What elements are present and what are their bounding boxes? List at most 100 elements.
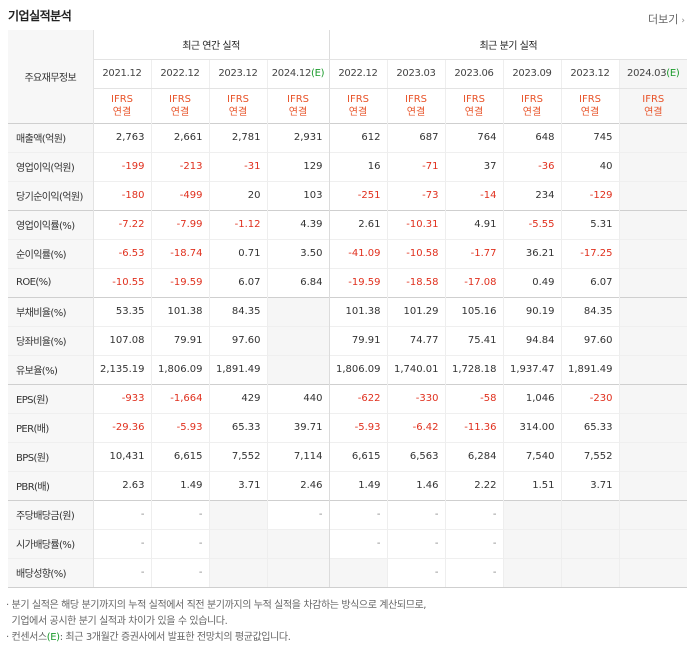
- period-header: 2023.12: [560, 59, 619, 89]
- table-cell: 1.49: [150, 470, 209, 500]
- table-cell: [618, 470, 688, 500]
- table-cell: 612: [328, 122, 387, 152]
- period-label: 2023.12: [570, 68, 610, 79]
- table-row: 영업이익률(%) -7.22 -7.99 -1.12 4.39 2.61 -10.31 4.9…: [8, 209, 688, 239]
- table-cell: 687: [386, 122, 445, 152]
- table-cell: [618, 122, 688, 152]
- group-quarterly: 최근 분기 실적: [328, 30, 688, 60]
- table-cell: -: [328, 528, 387, 558]
- table-cell: [266, 354, 329, 384]
- table-cell: 65.33: [208, 412, 267, 442]
- table-cell: [618, 238, 688, 268]
- ifrs-label: IFRS: [521, 93, 543, 105]
- ifrs-badge: IFRS 연결: [444, 88, 503, 123]
- ifrs-label: IFRS: [642, 93, 665, 105]
- table-cell: 97.60: [208, 325, 267, 355]
- table-cell: 20: [208, 180, 267, 210]
- table-cell: [618, 180, 688, 210]
- period-label: 2021.12: [102, 68, 142, 79]
- table-cell: 6,284: [444, 441, 503, 471]
- ifrs-badge: IFRS 연결: [93, 88, 151, 123]
- ifrs-label: IFRS: [463, 93, 485, 105]
- table-cell: 2,781: [208, 122, 267, 152]
- chevron-right-icon: ›: [681, 16, 685, 26]
- label-header: 주요재무정보: [8, 30, 94, 123]
- table-cell: 79.91: [150, 325, 209, 355]
- table-row: 부채비율(%) 53.35 101.38 84.35 101.38 101.29 105.1…: [8, 296, 688, 326]
- consolidated-label: 연결: [348, 106, 368, 118]
- table-cell: -5.55: [502, 209, 561, 239]
- table-cell: [618, 441, 688, 471]
- table-cell: 84.35: [560, 296, 619, 326]
- table-cell: -: [328, 499, 387, 529]
- table-cell: 234: [502, 180, 561, 210]
- table-cell: 97.60: [560, 325, 619, 355]
- table-cell: [618, 528, 688, 558]
- table-row: PER(배) -29.36 -5.93 65.33 39.71 -5.93 -6.42 -11…: [8, 412, 688, 442]
- table-cell: -1.77: [444, 238, 503, 268]
- table-row: 시가배당률(%) - - - - -: [8, 528, 688, 558]
- table-cell: [618, 267, 688, 297]
- table-cell: 1,891.49: [560, 354, 619, 384]
- consolidated-label: 연결: [644, 106, 663, 118]
- table-cell: 1.51: [502, 470, 561, 500]
- table-cell: 101.38: [328, 296, 387, 326]
- ifrs-badge: IFRS 연결: [150, 88, 209, 123]
- table-cell: [560, 499, 619, 529]
- row-label: 배당성향(%): [8, 557, 94, 588]
- row-label: BPS(원): [8, 441, 94, 471]
- consolidated-label: 연결: [228, 106, 248, 118]
- table-cell: -7.99: [150, 209, 209, 239]
- period-header: 2022.12: [328, 59, 387, 89]
- row-label: 당기순이익(억원): [8, 180, 94, 210]
- more-link[interactable]: 더보기 ›: [648, 11, 685, 27]
- table-cell: [618, 151, 688, 181]
- table-cell: -5.93: [150, 412, 209, 442]
- table-cell: -10.58: [386, 238, 445, 268]
- table-cell: [618, 209, 688, 239]
- consolidated-label: 연결: [406, 106, 426, 118]
- row-label: 주당배당금(원): [8, 499, 94, 529]
- table-cell: -: [93, 499, 151, 529]
- table-cell: 36.21: [502, 238, 561, 268]
- table-cell: 103: [266, 180, 329, 210]
- table-cell: -17.25: [560, 238, 619, 268]
- period-header: 2022.12: [150, 59, 209, 89]
- table-row: 당좌비율(%) 107.08 79.91 97.60 79.91 74.77 75.41 94…: [8, 325, 688, 355]
- period-label: 2023.09: [512, 68, 552, 79]
- table-cell: [208, 528, 267, 558]
- table-cell: -: [93, 557, 151, 588]
- table-cell: 79.91: [328, 325, 387, 355]
- table-cell: 105.16: [444, 296, 503, 326]
- table-row: ROE(%) -10.55 -19.59 6.07 6.84 -19.59 -18.58 -1…: [8, 267, 688, 297]
- table-cell: 1,891.49: [208, 354, 267, 384]
- table-cell: -129: [560, 180, 619, 210]
- period-header: 2024.12(E): [266, 59, 329, 89]
- row-label: 영업이익(억원): [8, 151, 94, 181]
- financial-table: 주요재무정보 최근 연간 실적 최근 분기 실적 2021.12 2022.12 2023…: [8, 30, 688, 588]
- period-label: 2023.03: [396, 68, 436, 79]
- table-cell: 2.61: [328, 209, 387, 239]
- table-cell: 6,615: [328, 441, 387, 471]
- table-cell: -19.59: [150, 267, 209, 297]
- ifrs-label: IFRS: [405, 93, 427, 105]
- table-cell: -: [150, 557, 209, 588]
- ifrs-label: IFRS: [287, 93, 309, 105]
- table-cell: 1.49: [328, 470, 387, 500]
- table-cell: -622: [328, 383, 387, 413]
- table-cell: 0.49: [502, 267, 561, 297]
- period-header: 2023.09: [502, 59, 561, 89]
- period-header: 2024.03(E): [618, 59, 688, 89]
- row-label: 유보율(%): [8, 354, 94, 384]
- row-label: ROE(%): [8, 267, 94, 297]
- table-cell: -330: [386, 383, 445, 413]
- table-cell: 84.35: [208, 296, 267, 326]
- table-cell: 65.33: [560, 412, 619, 442]
- table-cell: [266, 557, 329, 588]
- table-cell: 1,806.09: [150, 354, 209, 384]
- table-cell: 1.46: [386, 470, 445, 500]
- table-cell: 74.77: [386, 325, 445, 355]
- table-cell: -31: [208, 151, 267, 181]
- table-cell: [618, 325, 688, 355]
- table-cell: 94.84: [502, 325, 561, 355]
